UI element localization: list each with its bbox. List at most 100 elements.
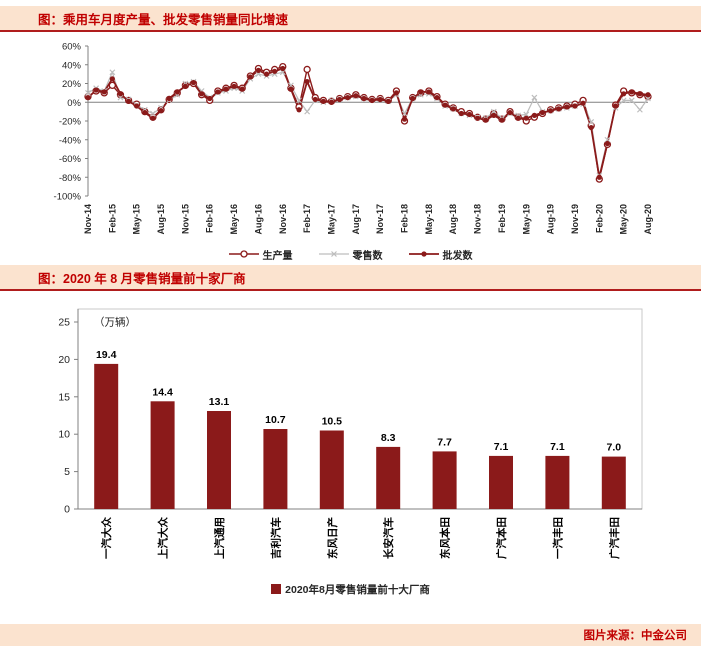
marker-filled-circle	[142, 109, 148, 116]
bar-value-label: 13.1	[209, 396, 230, 408]
marker-x	[255, 71, 262, 78]
marker-filled-circle	[336, 96, 343, 103]
x-tick-label: Feb-19	[497, 204, 507, 233]
marker-filled-circle	[377, 96, 383, 103]
bar-category-label: 长安汽车	[382, 517, 395, 559]
x-tick-label: May-18	[424, 204, 434, 235]
marker-x	[490, 108, 497, 115]
marker-filled-circle	[239, 86, 245, 92]
marker-filled-circle	[288, 86, 294, 92]
bar-value-label: 10.5	[322, 415, 343, 427]
x-tick-label: Aug-20	[643, 204, 653, 235]
bar-category-label: 吉利汽车	[269, 517, 282, 559]
marker-x	[628, 97, 635, 104]
marker-filled-circle	[604, 140, 611, 147]
y-tick-label: -80%	[59, 173, 82, 184]
x-tick-label: Feb-20	[594, 204, 604, 233]
marker-x	[636, 106, 643, 113]
marker-x	[150, 110, 156, 117]
marker-filled-circle	[410, 95, 416, 102]
series-line-2	[87, 67, 649, 178]
bar-6	[432, 451, 457, 509]
marker-open-circle	[303, 65, 311, 74]
marker-filled-circle	[125, 98, 132, 104]
marker-filled-circle	[101, 89, 107, 95]
y-tick-label: 15	[58, 391, 70, 403]
bar-5	[376, 446, 401, 509]
bar-legend-label: 2020年8月零售销量前十大厂商	[285, 583, 430, 596]
marker-filled-circle	[621, 91, 627, 97]
marker-filled-circle	[223, 86, 229, 92]
x-tick-label: Nov-18	[473, 204, 483, 234]
x-tick-label: Aug-16	[253, 204, 263, 235]
line-chart-legend: 生产量 零售数 批发数	[0, 243, 701, 265]
marker-filled-circle	[109, 76, 115, 82]
bar-category-label: 一汽大众	[100, 517, 113, 559]
marker-filled-circle	[491, 112, 497, 118]
y-tick-label: 0%	[67, 98, 81, 109]
marker-x	[588, 119, 595, 125]
bar-3	[263, 429, 288, 509]
marker-filled-circle	[150, 115, 156, 121]
y-tick-label: -100%	[54, 192, 82, 203]
marker-filled-circle	[215, 89, 221, 95]
marker-filled-circle	[312, 96, 318, 103]
y-tick-label: -60%	[59, 154, 82, 165]
marker-filled-circle	[458, 110, 464, 117]
unit-label: （万辆）	[94, 316, 136, 329]
marker-filled-circle	[564, 104, 570, 110]
bar-category-label: 广汽本田	[495, 517, 508, 559]
line-chart-panel: 60% 40% 20% 0% -20% -40% -60% -80% -100% Nov-14 Fe…	[0, 32, 701, 265]
bar-7	[489, 455, 513, 509]
source-text: 图片来源：中金公司	[583, 630, 688, 642]
bar-4	[319, 430, 344, 509]
x-tick-label: May-15	[132, 204, 142, 235]
legend-item-0: 生产量	[228, 247, 293, 262]
bar-1	[150, 401, 175, 509]
section1-title: 图：乘用车月度产量、批发零售销量同比增速	[38, 12, 289, 27]
marker-filled-circle	[393, 90, 400, 96]
marker-filled-circle	[328, 99, 335, 105]
y-tick-label: 60%	[62, 42, 82, 53]
x-tick-label: Nov-16	[278, 204, 288, 234]
marker-filled-circle	[304, 79, 310, 85]
bar-chart-panel: 0 5 10 15 20 25 （万辆） 19.4 一汽大众 14.4 上汽大众 13.1 上汽通用 10…	[0, 291, 701, 600]
x-tick-label: May-17	[326, 204, 336, 235]
marker-x	[645, 95, 651, 102]
marker-x	[523, 111, 530, 118]
marker-filled-circle	[199, 91, 205, 97]
marker-filled-circle	[272, 68, 278, 74]
marker-filled-circle	[426, 89, 432, 95]
legend-item-2: 批发数	[408, 247, 473, 262]
bar-value-label: 19.4	[96, 349, 117, 361]
bar-value-label: 10.7	[265, 414, 286, 426]
marker-filled-circle	[345, 94, 351, 101]
bar-legend-swatch-icon	[271, 584, 282, 594]
legend-marker-1	[318, 251, 349, 257]
source-footer: 图片来源：中金公司	[0, 624, 701, 646]
marker-x	[279, 69, 286, 76]
x-tick-label: Feb-17	[302, 204, 312, 233]
marker-filled-circle	[612, 103, 619, 109]
marker-filled-circle	[85, 94, 91, 101]
marker-filled-circle	[263, 71, 270, 77]
marker-filled-circle	[637, 91, 643, 97]
bar-value-label: 14.4	[152, 386, 173, 398]
y-tick-label: -40%	[59, 135, 82, 146]
legend-label-2: 批发数	[442, 250, 473, 262]
y-tick-label: 40%	[62, 60, 82, 71]
marker-x	[620, 97, 627, 104]
marker-filled-circle	[434, 94, 440, 101]
marker-filled-circle	[580, 100, 586, 106]
marker-filled-circle	[523, 115, 529, 121]
marker-filled-circle	[117, 91, 124, 97]
marker-filled-circle	[353, 93, 359, 99]
marker-filled-circle	[134, 103, 140, 109]
marker-filled-circle	[572, 103, 578, 109]
x-tick-label: Feb-15	[107, 204, 117, 233]
line-chart: 60% 40% 20% 0% -20% -40% -60% -80% -100%Nov-14 Fe…	[54, 42, 653, 235]
legend-marker-2	[408, 251, 439, 257]
x-tick-label: Nov-14	[83, 204, 93, 234]
marker-filled-circle	[507, 109, 513, 116]
bar-value-label: 8.3	[381, 432, 396, 444]
